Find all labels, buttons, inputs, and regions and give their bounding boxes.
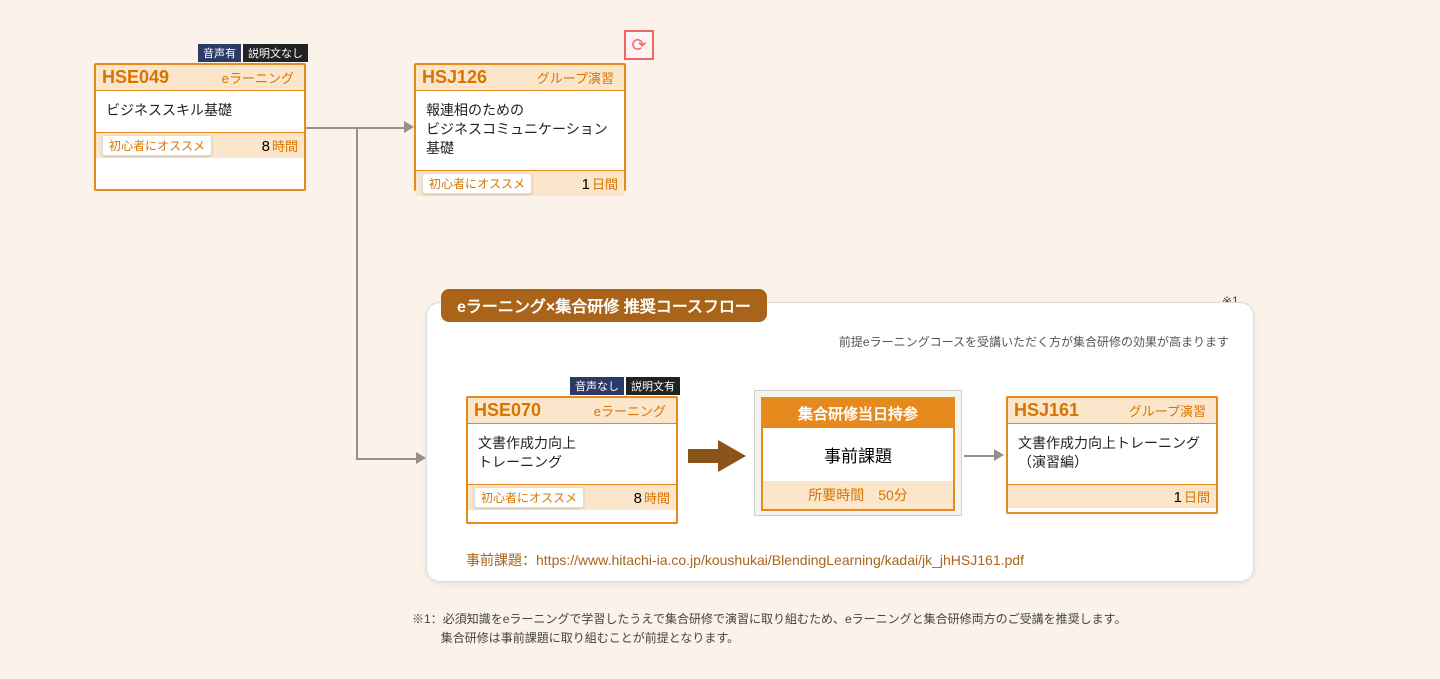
course-card-hsj161[interactable]: HSJ161 グループ演習 文書作成力向上トレーニング （演習編） 1日間: [1006, 396, 1218, 514]
course-type-badge: グループ演習: [533, 68, 618, 87]
course-type-badge: eラーニング: [590, 401, 670, 420]
course-title: 報連相のための ビジネスコミュニケーション基礎: [416, 90, 624, 171]
course-duration: 8時間: [262, 136, 298, 155]
card3-tags: 音声なし 説明文有: [570, 377, 680, 395]
tag-audio: 音声有: [198, 44, 241, 62]
flow-title: eラーニング×集合研修 推奨コースフロー: [441, 289, 767, 322]
course-code: HSE049: [102, 67, 169, 88]
assignment-foot: 所要時間 50分: [763, 481, 953, 509]
course-type-badge: グループ演習: [1125, 401, 1210, 420]
course-card-hsj126[interactable]: HSJ126 グループ演習 報連相のための ビジネスコミュニケーション基礎 初心…: [414, 63, 626, 191]
diagram-canvas: 音声有 説明文なし HSE049 eラーニング ビジネススキル基礎 初心者にオス…: [0, 0, 1440, 679]
recommend-badge: 初心者にオススメ: [422, 173, 532, 194]
assignment-head: 集合研修当日持参: [763, 399, 953, 428]
recommend-badge: 初心者にオススメ: [474, 487, 584, 508]
course-code: HSE070: [474, 400, 541, 421]
assignment-wrapper: 集合研修当日持参 事前課題 所要時間 50分: [754, 390, 962, 516]
tag-audio: 音声なし: [570, 377, 624, 395]
course-title: 文書作成力向上 トレーニング: [468, 423, 676, 485]
arrow-icon: [416, 452, 426, 464]
course-code: HSJ126: [422, 67, 487, 88]
tag-desc: 説明文なし: [243, 44, 308, 62]
arrow-icon: [994, 449, 1004, 461]
assignment-body: 事前課題: [763, 428, 953, 481]
arrow-icon: [718, 440, 746, 472]
arrow-icon: [404, 121, 414, 133]
assignment-card: 集合研修当日持参 事前課題 所要時間 50分: [761, 397, 955, 511]
course-duration: 1日間: [1174, 487, 1210, 506]
flow-note: 前提eラーニングコースを受講いただく方が集合研修の効果が高まります: [839, 333, 1229, 350]
course-duration: 8時間: [634, 488, 670, 507]
footnote: ※1：必須知識をeラーニングで学習したうえで集合研修で演習に取り組むため、eラー…: [412, 610, 1232, 648]
pre-assignment-link[interactable]: 事前課題：https://www.hitachi-ia.co.jp/koushu…: [466, 550, 1024, 570]
course-title: 文書作成力向上トレーニング （演習編）: [1008, 423, 1216, 485]
course-duration: 1日間: [582, 174, 618, 193]
course-card-hse049[interactable]: HSE049 eラーニング ビジネススキル基礎 初心者にオススメ 8時間: [94, 63, 306, 191]
repeat-icon: ⟳: [624, 30, 654, 60]
arrow-icon: [688, 449, 720, 463]
card1-tags: 音声有 説明文なし: [198, 44, 308, 62]
course-card-hse070[interactable]: HSE070 eラーニング 文書作成力向上 トレーニング 初心者にオススメ 8時…: [466, 396, 678, 524]
course-type-badge: eラーニング: [218, 68, 298, 87]
connector: [356, 458, 418, 460]
course-code: HSJ161: [1014, 400, 1079, 421]
connector: [964, 455, 996, 457]
recommend-badge: 初心者にオススメ: [102, 135, 212, 156]
course-title: ビジネススキル基礎: [96, 90, 304, 133]
tag-desc: 説明文有: [626, 377, 680, 395]
connector: [356, 127, 358, 460]
